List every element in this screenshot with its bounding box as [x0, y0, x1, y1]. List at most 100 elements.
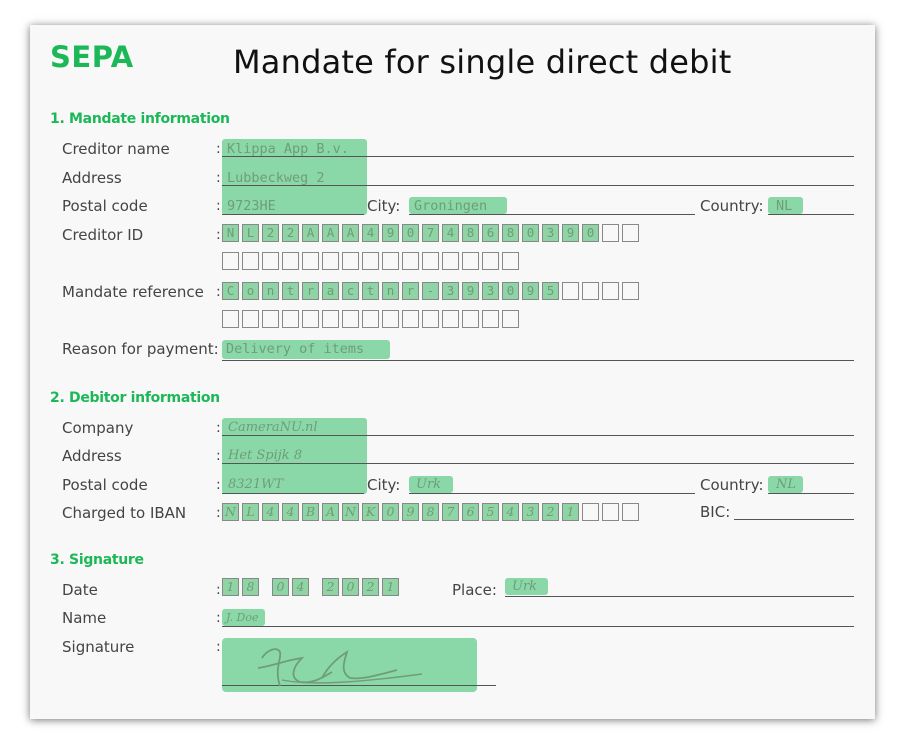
- char-cell[interactable]: [242, 252, 259, 270]
- char-cell[interactable]: t: [362, 282, 379, 300]
- char-cell[interactable]: [282, 252, 299, 270]
- char-cell[interactable]: 6: [482, 224, 499, 242]
- mandate-reference-grid-row2[interactable]: [222, 310, 522, 328]
- char-cell[interactable]: 4: [362, 224, 379, 242]
- char-cell[interactable]: 8: [502, 224, 519, 242]
- char-cell[interactable]: [402, 310, 419, 328]
- place-field[interactable]: Urk: [512, 579, 538, 594]
- char-cell[interactable]: [382, 310, 399, 328]
- signature-pad[interactable]: [222, 638, 477, 692]
- char-cell[interactable]: [442, 252, 459, 270]
- char-cell[interactable]: K: [362, 503, 379, 521]
- char-cell[interactable]: 8: [242, 578, 259, 596]
- char-cell[interactable]: [342, 310, 359, 328]
- char-cell[interactable]: r: [402, 282, 419, 300]
- char-cell[interactable]: 3: [442, 282, 459, 300]
- char-cell[interactable]: 9: [522, 282, 539, 300]
- char-cell[interactable]: [442, 310, 459, 328]
- char-cell[interactable]: A: [342, 224, 359, 242]
- char-cell[interactable]: [482, 310, 499, 328]
- char-cell[interactable]: 2: [542, 503, 559, 521]
- char-cell[interactable]: 1: [382, 578, 399, 596]
- char-cell[interactable]: L: [242, 224, 259, 242]
- char-cell[interactable]: -: [422, 282, 439, 300]
- char-cell[interactable]: [242, 310, 259, 328]
- char-cell[interactable]: N: [222, 224, 239, 242]
- char-cell[interactable]: [502, 252, 519, 270]
- creditor-id-grid-row2[interactable]: [222, 252, 522, 270]
- char-cell[interactable]: [322, 252, 339, 270]
- char-cell[interactable]: A: [322, 224, 339, 242]
- char-cell[interactable]: t: [282, 282, 299, 300]
- char-cell[interactable]: 8: [462, 224, 479, 242]
- char-cell[interactable]: c: [342, 282, 359, 300]
- char-cell[interactable]: 6: [462, 503, 479, 521]
- char-cell[interactable]: [422, 252, 439, 270]
- char-cell[interactable]: [282, 310, 299, 328]
- char-cell[interactable]: 0: [582, 224, 599, 242]
- char-cell[interactable]: [482, 252, 499, 270]
- char-cell[interactable]: r: [302, 282, 319, 300]
- char-cell[interactable]: 5: [542, 282, 559, 300]
- char-cell[interactable]: [222, 252, 239, 270]
- char-cell[interactable]: 5: [482, 503, 499, 521]
- char-cell[interactable]: 0: [272, 578, 289, 596]
- char-cell[interactable]: 4: [502, 503, 519, 521]
- char-cell[interactable]: [302, 310, 319, 328]
- char-cell[interactable]: 9: [382, 224, 399, 242]
- char-cell[interactable]: [462, 310, 479, 328]
- char-cell[interactable]: a: [322, 282, 339, 300]
- creditor-postal-field[interactable]: 9723HE: [227, 198, 276, 214]
- char-cell[interactable]: n: [382, 282, 399, 300]
- char-cell[interactable]: 4: [442, 224, 459, 242]
- char-cell[interactable]: L: [242, 503, 259, 521]
- char-cell[interactable]: 7: [422, 224, 439, 242]
- char-cell[interactable]: 8: [422, 503, 439, 521]
- char-cell[interactable]: [342, 252, 359, 270]
- char-cell[interactable]: [322, 310, 339, 328]
- char-cell[interactable]: [222, 310, 239, 328]
- reason-field[interactable]: Delivery of items: [226, 341, 365, 357]
- char-cell[interactable]: 3: [542, 224, 559, 242]
- char-cell[interactable]: [622, 224, 639, 242]
- char-cell[interactable]: o: [242, 282, 259, 300]
- char-cell[interactable]: [462, 252, 479, 270]
- char-cell[interactable]: [502, 310, 519, 328]
- name-field[interactable]: J. Doe: [226, 611, 259, 624]
- char-cell[interactable]: 0: [402, 224, 419, 242]
- char-cell[interactable]: N: [222, 503, 239, 521]
- char-cell[interactable]: [602, 224, 619, 242]
- char-cell[interactable]: [262, 252, 279, 270]
- debtor-address-field[interactable]: Het Spijk 8: [228, 448, 303, 463]
- creditor-name-field[interactable]: Klippa App B.v.: [227, 141, 349, 157]
- char-cell[interactable]: 2: [262, 224, 279, 242]
- char-cell[interactable]: [582, 503, 599, 521]
- char-cell[interactable]: [602, 282, 619, 300]
- char-cell[interactable]: n: [262, 282, 279, 300]
- char-cell[interactable]: B: [302, 503, 319, 521]
- char-cell[interactable]: 2: [282, 224, 299, 242]
- char-cell[interactable]: [382, 252, 399, 270]
- creditor-country-field[interactable]: NL: [776, 198, 793, 214]
- char-cell[interactable]: [402, 252, 419, 270]
- char-cell[interactable]: 9: [462, 282, 479, 300]
- debtor-city-field[interactable]: Urk: [416, 477, 442, 492]
- char-cell[interactable]: 1: [562, 503, 579, 521]
- char-cell[interactable]: A: [322, 503, 339, 521]
- char-cell[interactable]: [582, 282, 599, 300]
- char-cell[interactable]: [422, 310, 439, 328]
- char-cell[interactable]: 0: [382, 503, 399, 521]
- char-cell[interactable]: C: [222, 282, 239, 300]
- char-cell[interactable]: [602, 503, 619, 521]
- char-cell[interactable]: 3: [482, 282, 499, 300]
- char-cell[interactable]: 0: [522, 224, 539, 242]
- char-cell[interactable]: [362, 252, 379, 270]
- char-cell[interactable]: [362, 310, 379, 328]
- debtor-country-field[interactable]: NL: [776, 477, 797, 492]
- char-cell[interactable]: A: [302, 224, 319, 242]
- char-cell[interactable]: 7: [442, 503, 459, 521]
- debtor-postal-field[interactable]: 8321WT: [228, 477, 284, 492]
- char-cell[interactable]: [302, 252, 319, 270]
